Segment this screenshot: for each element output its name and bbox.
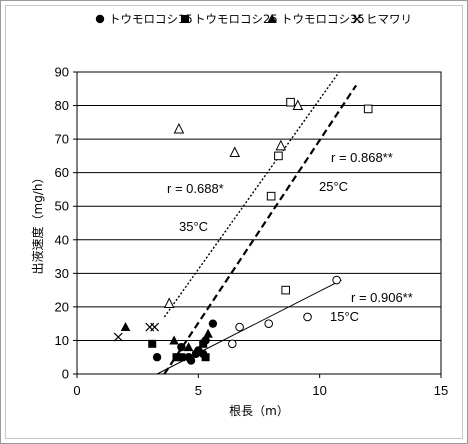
- legend-marker: [95, 14, 105, 24]
- data-point: [148, 339, 157, 348]
- data-point-open: [363, 104, 373, 114]
- data-point-open: [303, 312, 312, 322]
- data-point: [172, 353, 181, 362]
- annotation-r25: r = 0.868**: [331, 150, 393, 165]
- annotation-r35: r = 0.688*: [167, 181, 224, 196]
- cross-stroke: [113, 332, 123, 342]
- y-tick-label: 0: [62, 367, 69, 382]
- data-point-open: [274, 151, 283, 161]
- data-point: [169, 335, 179, 345]
- data-point-open: [229, 146, 241, 158]
- cross-stroke: [352, 14, 362, 24]
- data-point-open: [281, 285, 290, 295]
- legend-marker: [352, 14, 362, 24]
- data-point-open: [275, 139, 287, 151]
- x-tick-label: 5: [195, 383, 202, 398]
- data-point-open: [163, 297, 175, 309]
- legend-label: ヒマワリ: [366, 12, 412, 26]
- data-point-open: [266, 191, 276, 201]
- data-point-open: [173, 122, 185, 134]
- x-axis-label: 根長（m）: [229, 404, 289, 418]
- cross-stroke: [150, 322, 160, 332]
- y-tick-label: 40: [55, 232, 69, 247]
- data-point: [208, 319, 218, 328]
- data-point: [150, 322, 160, 332]
- data-point-open: [332, 275, 341, 285]
- data-point-open: [292, 99, 304, 111]
- data-point: [186, 356, 196, 365]
- x-tick-label: 0: [73, 383, 80, 398]
- data-point: [120, 322, 131, 332]
- plot-area: [76, 71, 442, 375]
- legend-label: トウモロコシ35: [281, 12, 365, 26]
- legend-label: トウモロコシ25: [194, 12, 278, 26]
- data-point: [152, 353, 162, 362]
- y-tick-label: 50: [55, 199, 69, 214]
- y-tick-label: 30: [55, 266, 69, 281]
- data-point-open: [228, 339, 237, 349]
- regression-line: [163, 84, 357, 375]
- y-tick-label: 60: [55, 165, 69, 180]
- data-point-open: [264, 319, 274, 328]
- legend-label: トウモロコシ15: [109, 12, 193, 26]
- data-point: [183, 342, 194, 352]
- y-tick-label: 80: [55, 98, 69, 113]
- data-point: [177, 342, 186, 352]
- annotation-r15: r = 0.906**: [351, 290, 413, 305]
- annotation-t25: 25°C: [319, 179, 348, 194]
- chart-inner-border: [5, 5, 463, 439]
- data-point-open: [286, 97, 295, 107]
- data-point: [177, 353, 186, 362]
- data-point: [201, 353, 210, 362]
- data-point: [113, 332, 123, 342]
- legend-marker: [267, 14, 277, 23]
- y-tick-label: 10: [55, 333, 69, 348]
- y-axis-label: 出液速度（mg/h）: [30, 172, 45, 275]
- x-tick-label: 15: [434, 383, 448, 398]
- legend-marker: [181, 15, 189, 23]
- x-tick-label: 10: [312, 383, 326, 398]
- data-point: [203, 328, 213, 338]
- data-point-open: [235, 322, 244, 332]
- y-tick-label: 70: [55, 132, 69, 147]
- y-tick-label: 20: [55, 299, 69, 314]
- annotation-t15: 15°C: [330, 309, 359, 324]
- y-tick-label: 90: [55, 65, 69, 80]
- annotation-t35: 35°C: [179, 219, 208, 234]
- data-point: [199, 339, 208, 348]
